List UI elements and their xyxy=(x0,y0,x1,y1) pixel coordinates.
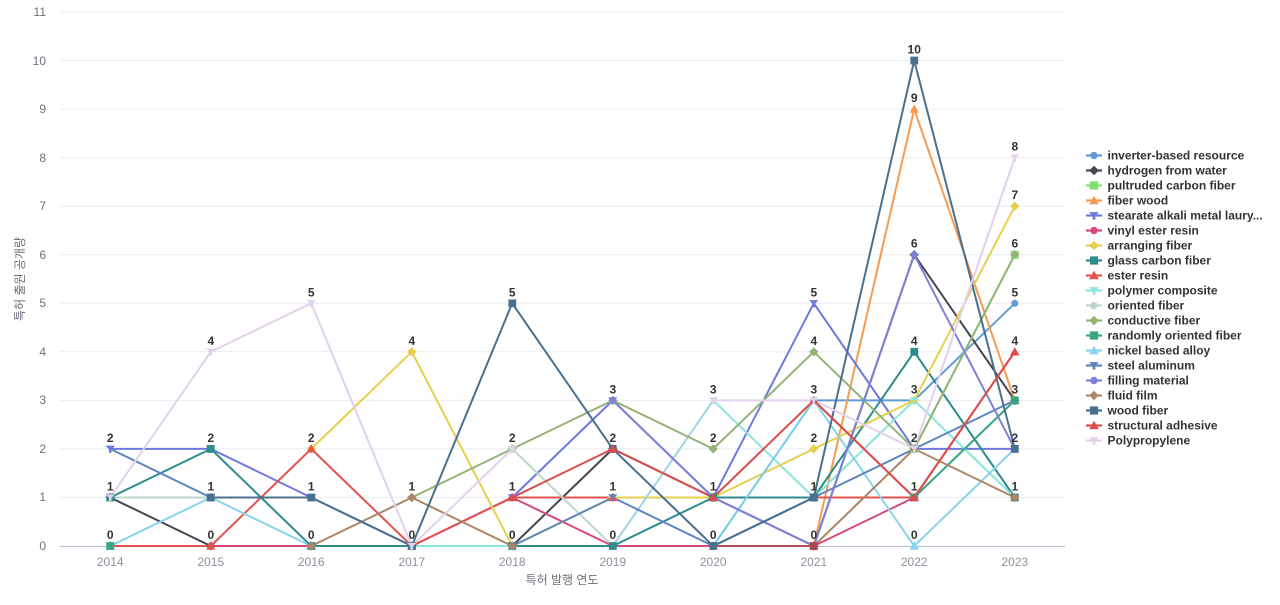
svg-text:nickel based alloy: nickel based alloy xyxy=(1108,344,1211,358)
svg-text:Polypropylene: Polypropylene xyxy=(1108,434,1191,448)
svg-text:4: 4 xyxy=(1011,334,1018,348)
svg-text:randomly oriented fiber: randomly oriented fiber xyxy=(1108,329,1242,343)
svg-text:0: 0 xyxy=(509,528,516,542)
svg-text:1: 1 xyxy=(810,480,817,494)
svg-text:ester resin: ester resin xyxy=(1108,269,1169,283)
svg-text:1: 1 xyxy=(39,490,46,504)
svg-text:0: 0 xyxy=(911,528,918,542)
svg-text:5: 5 xyxy=(39,296,46,310)
svg-text:6: 6 xyxy=(1011,237,1018,251)
svg-text:2021: 2021 xyxy=(800,555,827,569)
svg-text:4: 4 xyxy=(39,345,46,359)
svg-text:4: 4 xyxy=(810,334,817,348)
svg-text:3: 3 xyxy=(810,382,817,396)
svg-text:3: 3 xyxy=(39,393,46,407)
svg-text:1: 1 xyxy=(207,480,214,494)
svg-text:3: 3 xyxy=(609,382,616,396)
svg-text:1: 1 xyxy=(509,480,516,494)
svg-text:0: 0 xyxy=(39,539,46,553)
svg-text:2: 2 xyxy=(810,431,817,445)
svg-text:3: 3 xyxy=(911,382,918,396)
svg-text:2014: 2014 xyxy=(97,555,124,569)
svg-text:vinyl ester resin: vinyl ester resin xyxy=(1108,224,1199,238)
svg-text:1: 1 xyxy=(1011,480,1018,494)
svg-text:structural adhesive: structural adhesive xyxy=(1108,419,1218,433)
svg-text:8: 8 xyxy=(1011,140,1018,154)
svg-text:2017: 2017 xyxy=(398,555,425,569)
svg-text:fiber wood: fiber wood xyxy=(1108,194,1169,208)
svg-text:2: 2 xyxy=(509,431,516,445)
svg-text:9: 9 xyxy=(39,102,46,116)
svg-text:10: 10 xyxy=(908,43,922,57)
svg-text:0: 0 xyxy=(107,528,114,542)
svg-text:특허 발행 연도: 특허 발행 연도 xyxy=(526,572,599,587)
svg-text:4: 4 xyxy=(911,334,918,348)
svg-text:0: 0 xyxy=(308,528,315,542)
svg-text:특허 출원 공개량: 특허 출원 공개량 xyxy=(13,237,27,321)
svg-text:2: 2 xyxy=(911,431,918,445)
svg-text:steel aluminum: steel aluminum xyxy=(1108,359,1195,373)
svg-text:1: 1 xyxy=(308,480,315,494)
svg-text:5: 5 xyxy=(308,285,315,299)
svg-text:stearate alkali metal laury...: stearate alkali metal laury... xyxy=(1108,209,1263,223)
svg-text:8: 8 xyxy=(39,151,46,165)
svg-text:1: 1 xyxy=(609,480,616,494)
svg-text:2016: 2016 xyxy=(298,555,325,569)
svg-text:filling material: filling material xyxy=(1108,374,1189,388)
svg-text:1: 1 xyxy=(911,480,918,494)
svg-text:2: 2 xyxy=(207,431,214,445)
svg-text:2: 2 xyxy=(1011,431,1018,445)
svg-text:4: 4 xyxy=(207,334,214,348)
svg-text:7: 7 xyxy=(39,199,46,213)
svg-text:9: 9 xyxy=(911,91,918,105)
svg-text:1: 1 xyxy=(408,480,415,494)
svg-text:3: 3 xyxy=(1011,382,1018,396)
svg-text:2018: 2018 xyxy=(499,555,526,569)
svg-text:arranging fiber: arranging fiber xyxy=(1108,239,1193,253)
svg-text:0: 0 xyxy=(710,528,717,542)
svg-text:1: 1 xyxy=(107,480,114,494)
svg-text:0: 0 xyxy=(609,528,616,542)
svg-text:2015: 2015 xyxy=(197,555,224,569)
svg-text:oriented fiber: oriented fiber xyxy=(1108,299,1185,313)
svg-text:2019: 2019 xyxy=(599,555,626,569)
svg-text:3: 3 xyxy=(710,382,717,396)
svg-text:1: 1 xyxy=(710,480,717,494)
svg-text:2: 2 xyxy=(308,431,315,445)
svg-text:11: 11 xyxy=(34,5,47,19)
svg-text:2: 2 xyxy=(107,431,114,445)
svg-text:5: 5 xyxy=(509,285,516,299)
svg-text:2020: 2020 xyxy=(700,555,727,569)
svg-text:2: 2 xyxy=(609,431,616,445)
svg-text:4: 4 xyxy=(408,334,415,348)
svg-text:0: 0 xyxy=(810,528,817,542)
svg-text:2023: 2023 xyxy=(1001,555,1028,569)
svg-text:2: 2 xyxy=(710,431,717,445)
svg-text:5: 5 xyxy=(810,285,817,299)
svg-text:polymer composite: polymer composite xyxy=(1108,284,1218,298)
svg-text:2: 2 xyxy=(39,442,46,456)
svg-text:fluid film: fluid film xyxy=(1108,389,1158,403)
svg-text:hydrogen from water: hydrogen from water xyxy=(1108,164,1228,178)
svg-text:conductive fiber: conductive fiber xyxy=(1108,314,1201,328)
svg-text:6: 6 xyxy=(39,248,46,262)
svg-text:wood fiber: wood fiber xyxy=(1107,404,1169,418)
svg-text:0: 0 xyxy=(408,528,415,542)
svg-text:0: 0 xyxy=(207,528,214,542)
svg-text:pultruded carbon fiber: pultruded carbon fiber xyxy=(1108,179,1236,193)
svg-text:glass carbon fiber: glass carbon fiber xyxy=(1108,254,1212,268)
svg-text:6: 6 xyxy=(911,237,918,251)
svg-text:10: 10 xyxy=(33,54,47,68)
svg-text:inverter-based resource: inverter-based resource xyxy=(1108,149,1245,163)
svg-text:2022: 2022 xyxy=(901,555,928,569)
svg-text:7: 7 xyxy=(1011,188,1018,202)
svg-text:5: 5 xyxy=(1011,285,1018,299)
